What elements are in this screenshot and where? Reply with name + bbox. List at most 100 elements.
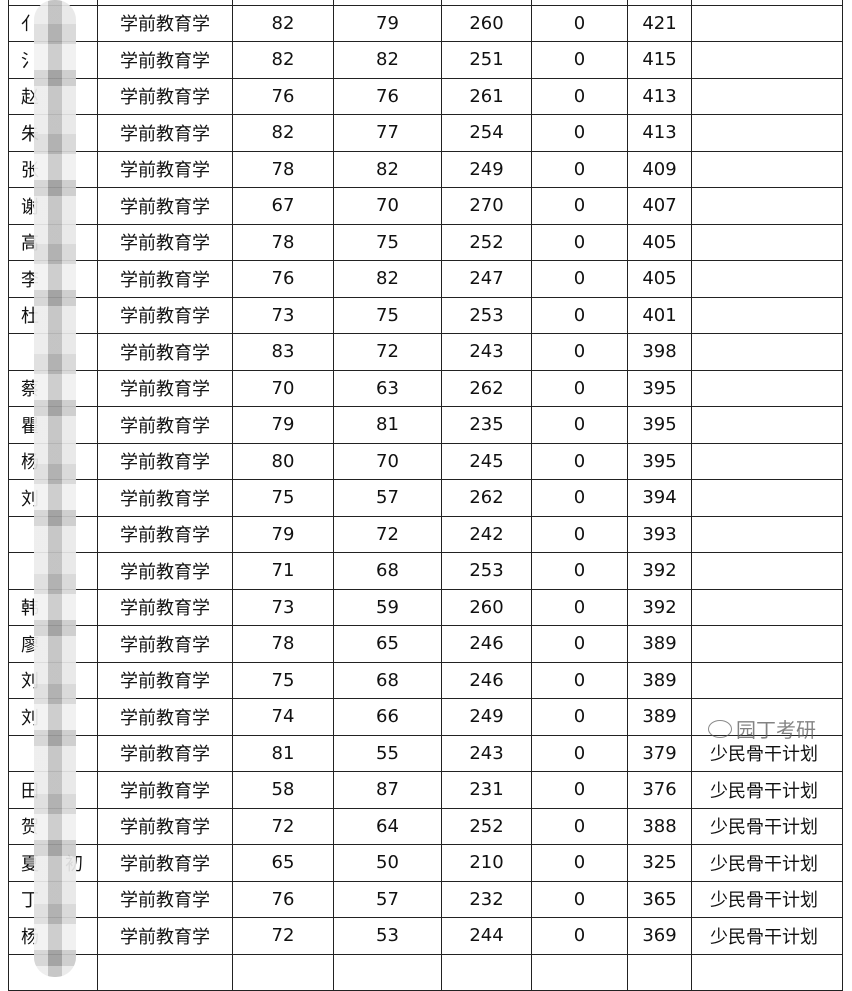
score-english-cell: 55 (333, 734, 442, 772)
bonus-cell: 0 (531, 369, 628, 407)
bonus-cell: 0 (531, 442, 628, 480)
bonus-cell: 0 (531, 77, 628, 115)
total-cell: 395 (627, 369, 692, 407)
score-english-cell: 59 (333, 588, 442, 626)
table-row: 丁学前教育学 76 57 232 0 365 少民骨干计划 (8, 880, 843, 918)
table-row: 李学前教育学 76 82 247 0 405 (8, 260, 843, 298)
total-cell: 401 (627, 296, 692, 334)
major-cell: 学前教育学 (97, 734, 233, 772)
note-cell (691, 442, 843, 480)
bonus-cell: 0 (531, 223, 628, 261)
major-cell: 学前教育学 (97, 880, 233, 918)
score-major-cell: 254 (441, 114, 532, 152)
score-politics-cell: 67 (232, 187, 334, 225)
note-cell (691, 187, 843, 225)
note-cell: 少民骨干计划 (691, 844, 843, 882)
score-politics-cell: 82 (232, 41, 334, 79)
score-politics-cell: 80 (232, 442, 334, 480)
table-row: 刘学前教育学 75 68 246 0 389 (8, 661, 843, 699)
watermark-text: 园丁考研 (736, 718, 816, 742)
score-politics-cell: 73 (232, 588, 334, 626)
score-table: 亻学前教育学 82 79 260 0 421 氵学前教育学 82 82 251 0 415 赵学前教育学… (8, 0, 843, 991)
bonus-cell: 0 (531, 807, 628, 845)
total-cell: 379 (627, 734, 692, 772)
total-cell: 393 (627, 515, 692, 553)
note-cell (691, 150, 843, 188)
score-major-cell: 242 (441, 515, 532, 553)
bonus-cell: 0 (531, 661, 628, 699)
score-politics-cell: 78 (232, 625, 334, 663)
score-politics-cell: 72 (232, 917, 334, 955)
note-cell (691, 4, 843, 42)
major-cell: 学前教育学 (97, 406, 233, 444)
total-cell: 395 (627, 442, 692, 480)
score-english-cell: 66 (333, 698, 442, 736)
table-row-partial-bottom (8, 953, 843, 991)
major-cell: 学前教育学 (97, 41, 233, 79)
score-politics-cell: 76 (232, 77, 334, 115)
score-english-cell: 70 (333, 187, 442, 225)
note-cell (691, 223, 843, 261)
score-english-cell: 75 (333, 223, 442, 261)
score-major-cell: 253 (441, 296, 532, 334)
major-cell: 学前教育学 (97, 77, 233, 115)
score-english-cell: 87 (333, 771, 442, 809)
major-cell: 学前教育学 (97, 223, 233, 261)
total-cell: 405 (627, 223, 692, 261)
note-cell: 少民骨干计划 (691, 771, 843, 809)
score-major-cell: 249 (441, 150, 532, 188)
note-cell (691, 661, 843, 699)
major-cell: 学前教育学 (97, 187, 233, 225)
score-major-cell: 246 (441, 661, 532, 699)
note-cell (691, 114, 843, 152)
score-major-cell: 244 (441, 917, 532, 955)
bonus-cell: 0 (531, 296, 628, 334)
note-cell (691, 77, 843, 115)
table-row: 杨学前教育学 80 70 245 0 395 (8, 442, 843, 480)
name-redaction-blur (34, 0, 76, 977)
table-row: 刘学前教育学 74 66 249 0 389 (8, 698, 843, 736)
score-english-cell: 82 (333, 260, 442, 298)
score-major-cell: 260 (441, 4, 532, 42)
total-cell: 413 (627, 114, 692, 152)
major-cell: 学前教育学 (97, 661, 233, 699)
score-major-cell: 245 (441, 442, 532, 480)
bonus-cell: 0 (531, 844, 628, 882)
note-cell (691, 552, 843, 590)
bonus-cell: 0 (531, 880, 628, 918)
total-cell: 405 (627, 260, 692, 298)
score-politics-cell: 82 (232, 114, 334, 152)
total-cell: 394 (627, 479, 692, 517)
major-cell: 学前教育学 (97, 771, 233, 809)
major-cell: 学前教育学 (97, 479, 233, 517)
note-cell (691, 588, 843, 626)
bonus-cell: 0 (531, 150, 628, 188)
major-cell: 学前教育学 (97, 552, 233, 590)
table-row: 田学前教育学 58 87 231 0 376 少民骨干计划 (8, 771, 843, 809)
bonus-cell: 0 (531, 588, 628, 626)
table-row: 瞿学前教育学 79 81 235 0 395 (8, 406, 843, 444)
score-major-cell: 231 (441, 771, 532, 809)
table-row: 刘学前教育学 75 57 262 0 394 (8, 479, 843, 517)
table-row: 朱学前教育学 82 77 254 0 413 (8, 114, 843, 152)
total-cell: 413 (627, 77, 692, 115)
bonus-cell: 0 (531, 41, 628, 79)
score-politics-cell: 78 (232, 150, 334, 188)
score-major-cell: 262 (441, 479, 532, 517)
score-politics-cell: 73 (232, 296, 334, 334)
score-politics-cell: 70 (232, 369, 334, 407)
note-cell (691, 515, 843, 553)
bonus-cell: 0 (531, 114, 628, 152)
score-english-cell: 76 (333, 77, 442, 115)
score-english-cell: 68 (333, 661, 442, 699)
note-cell: 少民骨干计划 (691, 807, 843, 845)
total-cell: 415 (627, 41, 692, 79)
major-cell: 学前教育学 (97, 150, 233, 188)
score-major-cell: 252 (441, 223, 532, 261)
score-politics-cell: 76 (232, 880, 334, 918)
table-row: 贺学前教育学 72 64 252 0 388 少民骨干计划 (8, 807, 843, 845)
major-cell: 学前教育学 (97, 917, 233, 955)
score-politics-cell: 83 (232, 333, 334, 371)
total-cell: 369 (627, 917, 692, 955)
table-row: 学前教育学 83 72 243 0 398 (8, 333, 843, 371)
